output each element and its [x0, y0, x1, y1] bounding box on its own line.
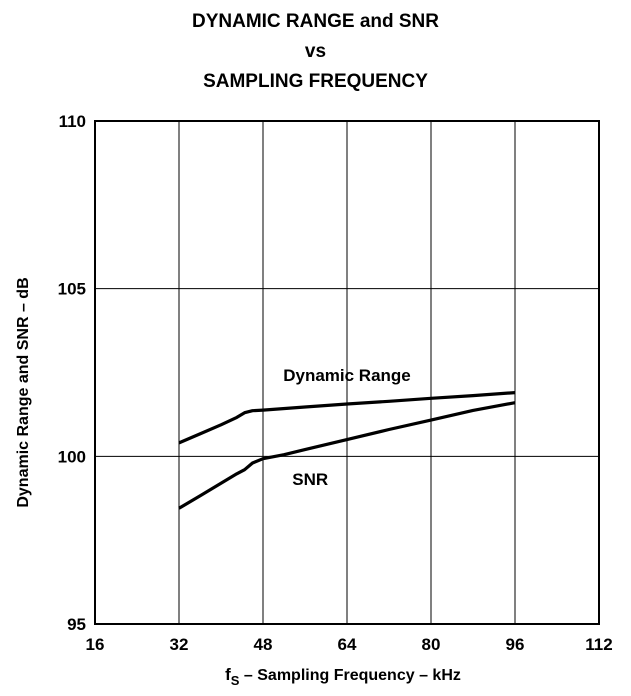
series-line-1: [178, 401, 516, 510]
series-label-0: Dynamic Range: [283, 366, 411, 385]
y-tick-label: 105: [58, 280, 86, 299]
series-label-1: SNR: [292, 470, 328, 489]
grid-lines: [95, 121, 599, 624]
y-tick-label: 110: [59, 112, 86, 131]
x-tick-label: 80: [422, 635, 441, 654]
x-tick-label: 32: [170, 635, 189, 654]
chart-title-line-2: vs: [304, 41, 327, 62]
series-lines: [178, 391, 516, 510]
y-axis-label: Dynamic Range and SNR – dB: [15, 277, 32, 507]
series-line-0: [178, 391, 516, 445]
tick-labels: 16 32 48 64 80 96 112 95 100 105 110: [58, 112, 613, 654]
plot-frame: [94, 120, 600, 625]
x-tick-label: 16: [86, 635, 105, 654]
y-tick-label: 95: [67, 615, 86, 634]
series-labels: Dynamic Range SNR: [283, 366, 411, 489]
x-tick-label: 96: [506, 635, 525, 654]
chart-title-line-3: SAMPLING FREQUENCY: [203, 71, 428, 92]
chart-title-line-1: DYNAMIC RANGE and SNR: [191, 11, 439, 32]
x-tick-label: 48: [254, 635, 273, 654]
y-tick-label: 100: [58, 447, 86, 466]
x-axis-label: fS – Sampling Frequency – kHz: [225, 665, 461, 688]
x-tick-label: 112: [585, 635, 612, 654]
x-tick-label: 64: [338, 635, 357, 654]
